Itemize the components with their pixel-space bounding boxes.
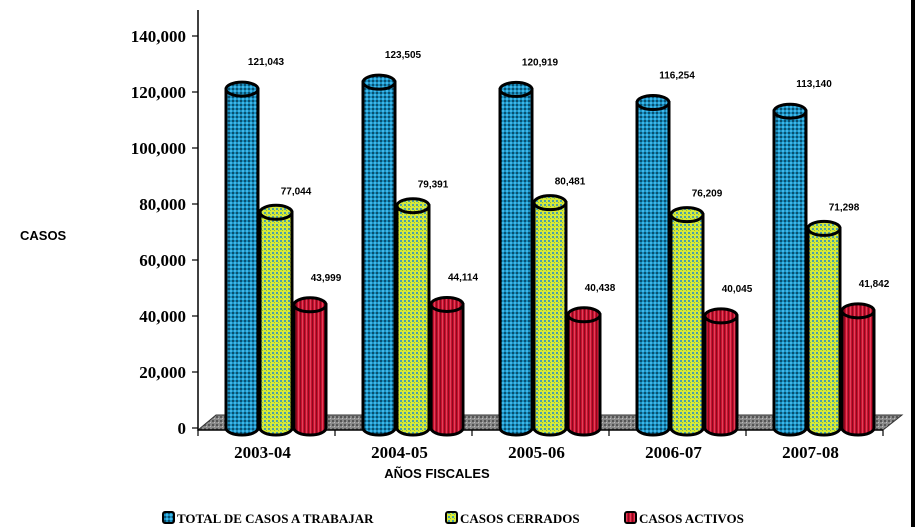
bar-body	[258, 210, 294, 437]
bar	[566, 306, 602, 437]
legend-swatch	[162, 511, 175, 524]
data-label: 120,919	[522, 57, 559, 68]
legend-swatch	[624, 511, 637, 524]
bar-top	[840, 302, 876, 320]
data-labels-group: 121,043 123,505 120,919 116,254 113,140 77,04…	[248, 50, 890, 295]
y-tick-label: 140,000	[131, 27, 186, 46]
bar-top	[806, 219, 842, 237]
bar-top	[395, 197, 431, 215]
bar-top	[429, 295, 465, 313]
x-axis-label: AÑOS FISCALES	[384, 466, 490, 481]
legend-item: CASOS ACTIVOS	[624, 511, 744, 526]
bar	[361, 73, 397, 437]
bar	[395, 197, 431, 437]
bar-top	[258, 203, 294, 221]
y-tick-label: 120,000	[131, 83, 186, 102]
bar-body	[669, 213, 705, 437]
y-tick-label: 100,000	[131, 139, 186, 158]
legend-item: TOTAL DE CASOS A TRABAJAR	[162, 511, 374, 526]
x-axis-ticks: 2003-04 2004-05 2005-06 2006-07 2007-08	[197, 430, 884, 462]
right-border	[911, 0, 915, 527]
bar-top	[532, 194, 568, 212]
bar-top	[703, 307, 739, 325]
bar	[258, 203, 294, 437]
bar-top	[361, 73, 397, 91]
bar	[224, 80, 260, 437]
x-tick-label: 2005-06	[508, 443, 565, 462]
bar-body	[498, 87, 534, 437]
data-label: 71,298	[829, 202, 860, 213]
legend-label: TOTAL DE CASOS A TRABAJAR	[177, 511, 374, 526]
bar-body	[840, 309, 876, 437]
bar	[429, 295, 465, 437]
bar	[840, 302, 876, 437]
y-tick-label: 0	[178, 419, 187, 438]
bar-top	[224, 80, 260, 98]
data-label: 80,481	[555, 177, 586, 188]
bar-body	[292, 303, 328, 437]
data-label: 121,043	[248, 57, 285, 68]
x-tick-label: 2007-08	[782, 443, 839, 462]
x-tick-label: 2006-07	[645, 443, 702, 462]
legend: TOTAL DE CASOS A TRABAJAR CASOS CERRADOS C…	[162, 511, 744, 526]
bar-top	[772, 102, 808, 120]
x-tick-label: 2003-04	[234, 443, 291, 462]
data-label: 44,114	[448, 272, 478, 283]
data-label: 123,505	[385, 50, 422, 61]
y-axis-ticks: 0 20,000 40,000 60,000 80,000 100,000 120,000 1…	[131, 27, 198, 438]
bar	[532, 194, 568, 437]
bar-body	[429, 302, 465, 437]
bar-body	[772, 109, 808, 437]
legend-swatch	[445, 511, 458, 524]
bar-body	[806, 226, 842, 437]
legend-item: CASOS CERRADOS	[445, 511, 580, 526]
bar-body	[224, 87, 260, 437]
bar	[772, 102, 808, 437]
bar	[635, 93, 671, 437]
y-tick-label: 20,000	[139, 363, 186, 382]
y-axis-label: CASOS	[20, 228, 67, 243]
bar-series-group	[224, 73, 876, 437]
bar-body	[635, 100, 671, 437]
bar-body	[361, 80, 397, 437]
bar	[806, 219, 842, 437]
data-label: 113,140	[796, 79, 832, 90]
data-label: 43,999	[311, 273, 342, 284]
data-label: 79,391	[418, 180, 449, 191]
data-label: 41,842	[859, 279, 890, 290]
data-label: 116,254	[659, 70, 695, 81]
bar	[669, 206, 705, 437]
legend-label: CASOS ACTIVOS	[639, 511, 744, 526]
y-tick-label: 40,000	[139, 307, 186, 326]
x-tick-label: 2004-05	[371, 443, 428, 462]
bar-top	[635, 93, 671, 111]
data-label: 77,044	[281, 186, 312, 197]
bar-top	[669, 206, 705, 224]
bar	[498, 80, 534, 437]
bar-top	[498, 80, 534, 98]
bar-top	[566, 306, 602, 324]
y-tick-label: 60,000	[139, 251, 186, 270]
bar-body	[395, 204, 431, 437]
data-label: 40,438	[585, 283, 616, 294]
bar	[703, 307, 739, 437]
bar-body	[703, 314, 739, 437]
legend-label: CASOS CERRADOS	[460, 511, 580, 526]
bar-body	[566, 313, 602, 437]
y-tick-label: 80,000	[139, 195, 186, 214]
data-label: 76,209	[692, 189, 723, 200]
bar	[292, 296, 328, 437]
data-label: 40,045	[722, 284, 753, 295]
bar-top	[292, 296, 328, 314]
bar-body	[532, 201, 568, 437]
